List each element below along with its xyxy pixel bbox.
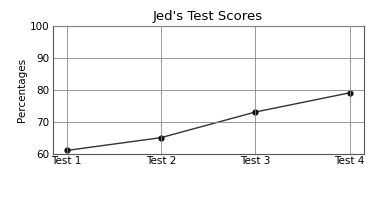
Title: Jed's Test Scores: Jed's Test Scores: [153, 10, 263, 23]
Y-axis label: Percentages: Percentages: [17, 58, 27, 122]
